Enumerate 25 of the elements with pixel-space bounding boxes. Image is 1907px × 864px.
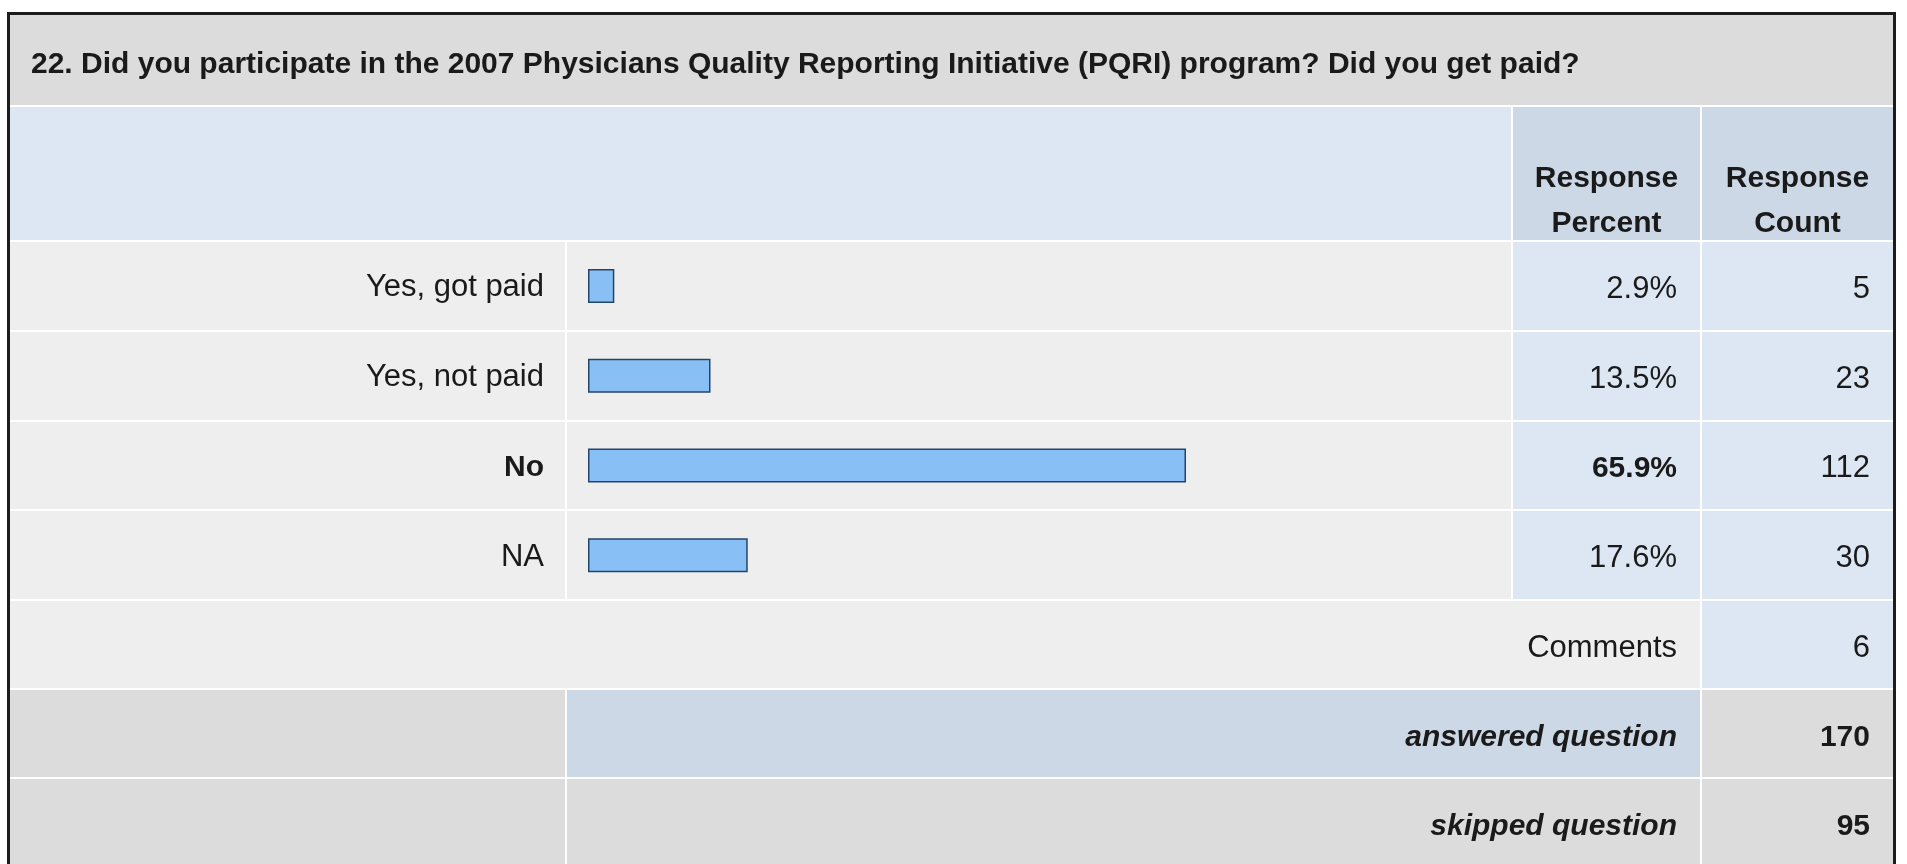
bar — [588, 268, 615, 303]
text: 112 — [1820, 449, 1870, 486]
text: 30 — [1835, 539, 1870, 576]
data-label: 65.9% — [1591, 449, 1677, 486]
y-tick-label: Yes, got paid — [365, 268, 544, 304]
data-label: 13.5% — [1589, 359, 1677, 396]
bar — [588, 358, 711, 393]
text: 95 — [1836, 806, 1870, 843]
text: Comments — [1527, 628, 1677, 665]
text: 23 — [1835, 359, 1870, 396]
data-label: 17.6% — [1589, 539, 1677, 576]
text: 5 — [1852, 269, 1870, 306]
bar — [588, 538, 748, 573]
text: 6 — [1852, 628, 1870, 665]
text: 170 — [1819, 717, 1870, 754]
text: Response Count — [1725, 158, 1870, 240]
data-label: 2.9% — [1606, 269, 1677, 306]
y-tick-label: Yes, not paid — [365, 358, 544, 394]
bar — [588, 448, 1186, 483]
y-tick-label: NA — [500, 537, 545, 573]
text: answered question — [1405, 717, 1677, 754]
chart-title: 22. Did you participate in the 2007 Physicians Quality Reporting Initiative (PQRI) program? Did you get paid? — [31, 45, 1580, 81]
y-tick-label: No — [504, 448, 544, 482]
text: Response Percent — [1534, 158, 1679, 240]
text: skipped question — [1430, 806, 1677, 843]
